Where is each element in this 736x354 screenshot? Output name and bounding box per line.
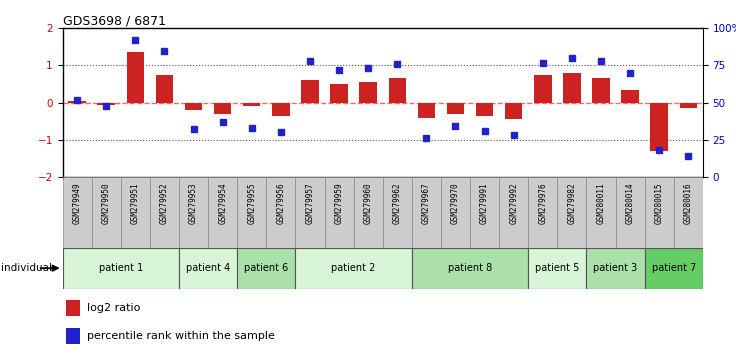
Bar bbox=[295, 248, 412, 289]
Bar bbox=[470, 177, 499, 248]
Bar bbox=[476, 103, 493, 116]
Bar bbox=[295, 177, 325, 248]
Bar bbox=[673, 177, 703, 248]
Text: GSM279950: GSM279950 bbox=[102, 183, 110, 224]
Bar bbox=[499, 177, 528, 248]
Text: GSM279952: GSM279952 bbox=[160, 183, 169, 224]
Bar bbox=[179, 248, 237, 289]
Text: patient 4: patient 4 bbox=[186, 263, 230, 273]
Bar bbox=[66, 329, 80, 344]
Bar bbox=[417, 103, 435, 118]
Bar bbox=[150, 177, 179, 248]
Bar bbox=[412, 177, 441, 248]
Text: GSM279960: GSM279960 bbox=[364, 183, 372, 224]
Text: GSM279959: GSM279959 bbox=[335, 183, 344, 224]
Text: GSM280011: GSM280011 bbox=[596, 183, 606, 224]
Bar bbox=[651, 103, 668, 151]
Bar bbox=[615, 177, 645, 248]
Bar bbox=[66, 300, 80, 316]
Bar bbox=[383, 177, 412, 248]
Text: GSM280015: GSM280015 bbox=[655, 183, 664, 224]
Text: GSM279954: GSM279954 bbox=[218, 183, 227, 224]
Text: percentile rank within the sample: percentile rank within the sample bbox=[87, 331, 275, 341]
Bar bbox=[534, 75, 551, 103]
Bar bbox=[645, 248, 703, 289]
Bar bbox=[447, 103, 464, 114]
Bar bbox=[237, 248, 295, 289]
Text: GDS3698 / 6871: GDS3698 / 6871 bbox=[63, 14, 166, 27]
Text: patient 8: patient 8 bbox=[448, 263, 492, 273]
Bar bbox=[68, 101, 86, 103]
Text: individual: individual bbox=[1, 263, 52, 273]
Bar bbox=[325, 177, 353, 248]
Bar bbox=[389, 79, 406, 103]
Bar bbox=[557, 177, 587, 248]
Bar bbox=[97, 103, 115, 104]
Bar bbox=[645, 177, 673, 248]
Bar bbox=[185, 103, 202, 110]
Text: patient 7: patient 7 bbox=[651, 263, 696, 273]
Text: GSM279957: GSM279957 bbox=[305, 183, 314, 224]
Bar bbox=[301, 80, 319, 103]
Bar bbox=[63, 248, 179, 289]
Bar bbox=[563, 73, 581, 103]
Bar bbox=[121, 177, 150, 248]
Bar bbox=[63, 177, 92, 248]
Bar bbox=[592, 79, 609, 103]
Bar bbox=[127, 52, 144, 103]
Bar bbox=[243, 103, 261, 106]
Text: GSM280014: GSM280014 bbox=[626, 183, 634, 224]
Bar bbox=[587, 248, 645, 289]
Text: GSM279955: GSM279955 bbox=[247, 183, 256, 224]
Bar bbox=[353, 177, 383, 248]
Bar bbox=[587, 177, 615, 248]
Bar bbox=[156, 75, 173, 103]
Bar bbox=[208, 177, 237, 248]
Bar bbox=[179, 177, 208, 248]
Text: patient 3: patient 3 bbox=[593, 263, 637, 273]
Text: GSM279991: GSM279991 bbox=[480, 183, 489, 224]
Bar bbox=[214, 103, 231, 114]
Bar bbox=[266, 177, 295, 248]
Bar bbox=[528, 248, 587, 289]
Bar bbox=[412, 248, 528, 289]
Bar bbox=[237, 177, 266, 248]
Bar bbox=[330, 84, 348, 103]
Text: GSM279956: GSM279956 bbox=[276, 183, 286, 224]
Bar bbox=[679, 103, 697, 108]
Text: GSM279962: GSM279962 bbox=[393, 183, 402, 224]
Bar bbox=[528, 177, 557, 248]
Bar bbox=[92, 177, 121, 248]
Text: GSM279970: GSM279970 bbox=[451, 183, 460, 224]
Text: patient 5: patient 5 bbox=[535, 263, 579, 273]
Text: GSM280016: GSM280016 bbox=[684, 183, 693, 224]
Text: log2 ratio: log2 ratio bbox=[87, 303, 140, 313]
Bar bbox=[505, 103, 523, 119]
Text: patient 1: patient 1 bbox=[99, 263, 143, 273]
Text: GSM279982: GSM279982 bbox=[567, 183, 576, 224]
Text: GSM279949: GSM279949 bbox=[73, 183, 82, 224]
Bar bbox=[621, 90, 639, 103]
Text: patient 6: patient 6 bbox=[244, 263, 289, 273]
Text: GSM279953: GSM279953 bbox=[189, 183, 198, 224]
Text: GSM279992: GSM279992 bbox=[509, 183, 518, 224]
Bar bbox=[441, 177, 470, 248]
Text: GSM279967: GSM279967 bbox=[422, 183, 431, 224]
Text: GSM279976: GSM279976 bbox=[538, 183, 548, 224]
Bar bbox=[359, 82, 377, 103]
Text: GSM279951: GSM279951 bbox=[131, 183, 140, 224]
Text: patient 2: patient 2 bbox=[331, 263, 376, 273]
Bar bbox=[272, 103, 289, 116]
